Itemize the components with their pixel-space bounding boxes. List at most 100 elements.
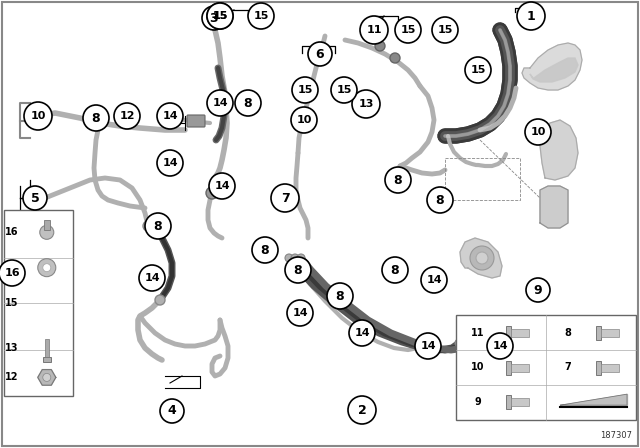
FancyBboxPatch shape (511, 398, 529, 406)
Circle shape (461, 339, 469, 347)
Text: 11: 11 (471, 328, 484, 338)
Text: 14: 14 (492, 341, 508, 351)
Circle shape (252, 237, 278, 263)
Circle shape (145, 213, 171, 239)
Circle shape (421, 267, 447, 293)
Text: 14: 14 (162, 158, 178, 168)
Circle shape (465, 57, 491, 83)
FancyBboxPatch shape (506, 326, 511, 340)
FancyBboxPatch shape (602, 329, 620, 337)
Circle shape (349, 320, 375, 346)
Bar (4, 210, 73, 396)
Text: 13: 13 (5, 343, 19, 353)
Polygon shape (460, 238, 502, 278)
Text: 14: 14 (162, 111, 178, 121)
Text: 15: 15 (212, 11, 228, 21)
Circle shape (160, 399, 184, 423)
Circle shape (23, 186, 47, 210)
Text: 2: 2 (358, 404, 366, 417)
FancyBboxPatch shape (511, 363, 529, 371)
FancyBboxPatch shape (511, 329, 529, 337)
Circle shape (285, 257, 311, 283)
Polygon shape (38, 370, 56, 385)
Text: 7: 7 (280, 191, 289, 204)
Circle shape (287, 300, 313, 326)
Text: 14: 14 (420, 341, 436, 351)
Circle shape (292, 77, 318, 103)
Circle shape (308, 42, 332, 66)
Text: 8: 8 (390, 263, 399, 276)
Text: 8: 8 (294, 263, 302, 276)
Text: 14: 14 (144, 273, 160, 283)
Circle shape (157, 103, 183, 129)
Circle shape (487, 333, 513, 359)
Circle shape (207, 90, 233, 116)
Circle shape (297, 254, 305, 262)
Text: 8: 8 (564, 328, 571, 338)
FancyBboxPatch shape (43, 357, 51, 362)
Circle shape (467, 339, 475, 347)
Text: 8: 8 (260, 244, 269, 257)
Circle shape (385, 167, 411, 193)
Text: 8: 8 (436, 194, 444, 207)
Circle shape (427, 187, 453, 213)
Bar (456, 315, 636, 420)
Text: 12: 12 (5, 372, 19, 383)
Circle shape (40, 225, 54, 239)
Text: 1: 1 (527, 9, 536, 22)
Text: 8: 8 (244, 96, 252, 109)
FancyBboxPatch shape (45, 339, 49, 357)
Polygon shape (530, 58, 578, 82)
Circle shape (348, 396, 376, 424)
Text: 10: 10 (30, 111, 45, 121)
Circle shape (24, 102, 52, 130)
Circle shape (235, 90, 261, 116)
Circle shape (202, 6, 226, 30)
Circle shape (291, 254, 299, 262)
Text: 15: 15 (336, 85, 352, 95)
Circle shape (352, 90, 380, 118)
Circle shape (43, 373, 51, 381)
Text: 10: 10 (296, 115, 312, 125)
Text: 15: 15 (400, 25, 416, 35)
Circle shape (390, 53, 400, 63)
Text: 14: 14 (5, 263, 19, 273)
Circle shape (155, 295, 165, 305)
Text: 8: 8 (154, 220, 163, 233)
Circle shape (0, 260, 25, 286)
Text: 6: 6 (316, 47, 324, 60)
Text: 5: 5 (31, 191, 40, 204)
Circle shape (360, 16, 388, 44)
Circle shape (285, 254, 293, 262)
Text: 9: 9 (534, 284, 542, 297)
Circle shape (206, 187, 218, 199)
Circle shape (209, 173, 235, 199)
Text: 9: 9 (474, 397, 481, 407)
Text: 16: 16 (4, 268, 20, 278)
Text: 12: 12 (119, 111, 135, 121)
Polygon shape (540, 120, 578, 180)
Circle shape (375, 41, 385, 51)
Circle shape (114, 103, 140, 129)
Circle shape (207, 3, 233, 29)
Circle shape (455, 339, 463, 347)
Polygon shape (540, 186, 568, 228)
Circle shape (43, 264, 51, 271)
Text: 13: 13 (358, 99, 374, 109)
FancyBboxPatch shape (44, 220, 50, 230)
Circle shape (83, 105, 109, 131)
Circle shape (525, 119, 551, 145)
Circle shape (415, 333, 441, 359)
Text: 15: 15 (470, 65, 486, 75)
Circle shape (395, 17, 421, 43)
Polygon shape (522, 43, 582, 90)
Circle shape (207, 3, 233, 29)
Circle shape (526, 278, 550, 302)
Circle shape (331, 77, 357, 103)
Text: 11: 11 (366, 25, 381, 35)
Polygon shape (561, 394, 627, 405)
Text: 7: 7 (564, 362, 571, 372)
Text: 15: 15 (298, 85, 313, 95)
Circle shape (157, 150, 183, 176)
Circle shape (432, 17, 458, 43)
